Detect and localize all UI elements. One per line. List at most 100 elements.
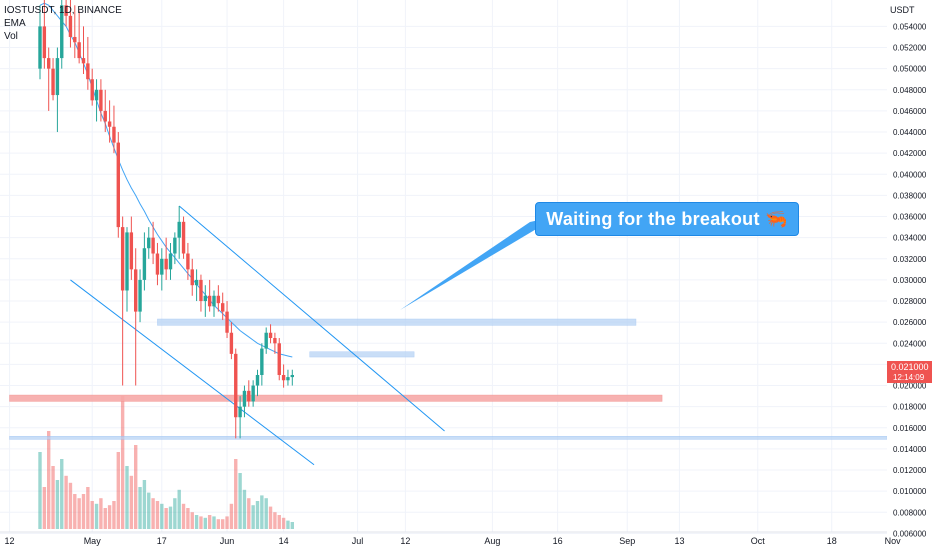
candle: [251, 380, 255, 407]
candle-body: [81, 58, 86, 64]
candle: [203, 285, 207, 317]
candle: [168, 242, 173, 280]
price-tick-label: 0.052000: [893, 44, 927, 53]
date-tick-label: Aug: [484, 536, 500, 546]
volume-bar: [190, 512, 194, 529]
candle-body: [255, 374, 260, 386]
price-tick-label: 0.016000: [893, 424, 927, 433]
candle: [277, 338, 281, 381]
candle-body: [73, 36, 77, 43]
candle-body: [207, 295, 212, 307]
candle-body: [229, 332, 234, 354]
candle-body: [120, 227, 125, 291]
price-tick-label: 0.026000: [893, 318, 927, 327]
candle-body: [151, 237, 155, 254]
price-tick-label: 0.030000: [893, 276, 927, 285]
price-tick-label: 0.008000: [893, 508, 927, 517]
date-tick-label: 18: [827, 536, 837, 546]
candle: [129, 216, 134, 280]
volume-bar: [225, 516, 229, 529]
candle-body: [260, 348, 264, 375]
volume-bar: [160, 503, 164, 529]
support-zone: [9, 394, 663, 402]
volume-bar: [147, 492, 151, 529]
candle: [116, 132, 120, 238]
volume-bar: [264, 498, 268, 529]
candle: [64, 0, 68, 27]
volume-indicator-label: Vol: [4, 31, 18, 42]
candle: [90, 68, 94, 106]
price-tick-label: 0.054000: [893, 22, 927, 31]
price-axis[interactable]: USDT: [887, 0, 932, 532]
price-axis-bg: [887, 0, 932, 532]
ema-indicator-label: EMA: [4, 18, 26, 29]
candle: [255, 369, 260, 397]
candle: [147, 227, 151, 259]
volume-bar: [138, 487, 142, 529]
candle: [55, 47, 60, 133]
candlesticks: [38, 0, 294, 439]
candle: [216, 285, 221, 312]
breakout-callout[interactable]: Waiting for the breakout 🦐: [535, 202, 799, 236]
volume-bar: [90, 501, 94, 529]
candle-body: [173, 237, 177, 254]
candle-body: [238, 406, 242, 418]
candle: [199, 274, 203, 312]
price-tick-label: 0.010000: [893, 487, 927, 496]
axis-currency: USDT: [890, 5, 915, 15]
volume-bar: [77, 498, 81, 529]
candle-body: [38, 26, 42, 69]
candle: [94, 79, 99, 122]
volume-bar: [134, 445, 138, 529]
volume-bar: [234, 459, 238, 529]
candle: [164, 237, 168, 280]
volume-bar: [181, 503, 186, 529]
candle: [268, 324, 273, 344]
candle: [234, 348, 238, 439]
candle-body: [138, 279, 142, 312]
candle: [160, 248, 164, 291]
candle: [81, 26, 86, 74]
last-price-badge-bg: [887, 361, 932, 383]
volume-bar: [151, 498, 155, 529]
candle-body: [142, 248, 147, 280]
volume-bar: [155, 501, 160, 529]
price-tick-label: 0.050000: [893, 65, 927, 74]
date-tick-label: 12: [5, 536, 15, 546]
volume-bar: [255, 501, 260, 529]
volume-bar: [73, 494, 77, 529]
candle: [42, 0, 47, 69]
date-tick-label: 13: [674, 536, 684, 546]
candle: [107, 100, 112, 143]
candle: [186, 242, 190, 280]
candle: [229, 322, 234, 360]
volume-bar: [242, 489, 247, 529]
candle-body: [190, 269, 194, 286]
candle-body: [86, 63, 90, 80]
candle: [120, 216, 125, 386]
candle-body: [125, 232, 129, 291]
candle-body: [68, 15, 73, 37]
price-tick-label: 0.034000: [893, 234, 927, 243]
resistance-zone-lower: [309, 351, 415, 358]
candle-body: [147, 237, 151, 249]
candle: [60, 0, 64, 69]
candle-body: [251, 385, 255, 402]
candle: [138, 269, 142, 323]
date-tick-label: 17: [157, 536, 167, 546]
candle-body: [94, 89, 99, 101]
volume-bar: [260, 495, 264, 529]
candle: [247, 380, 251, 407]
candle-body: [112, 126, 116, 143]
candle-body: [164, 258, 168, 270]
trendline-upper-channel: [178, 205, 445, 432]
candle: [212, 290, 216, 317]
volume-bar: [42, 487, 47, 529]
candle-body: [286, 377, 290, 381]
candle: [273, 332, 277, 354]
volume-bar: [194, 515, 199, 529]
candle-body: [212, 295, 216, 307]
candle: [260, 343, 264, 386]
date-tick-label: Jul: [352, 536, 364, 546]
